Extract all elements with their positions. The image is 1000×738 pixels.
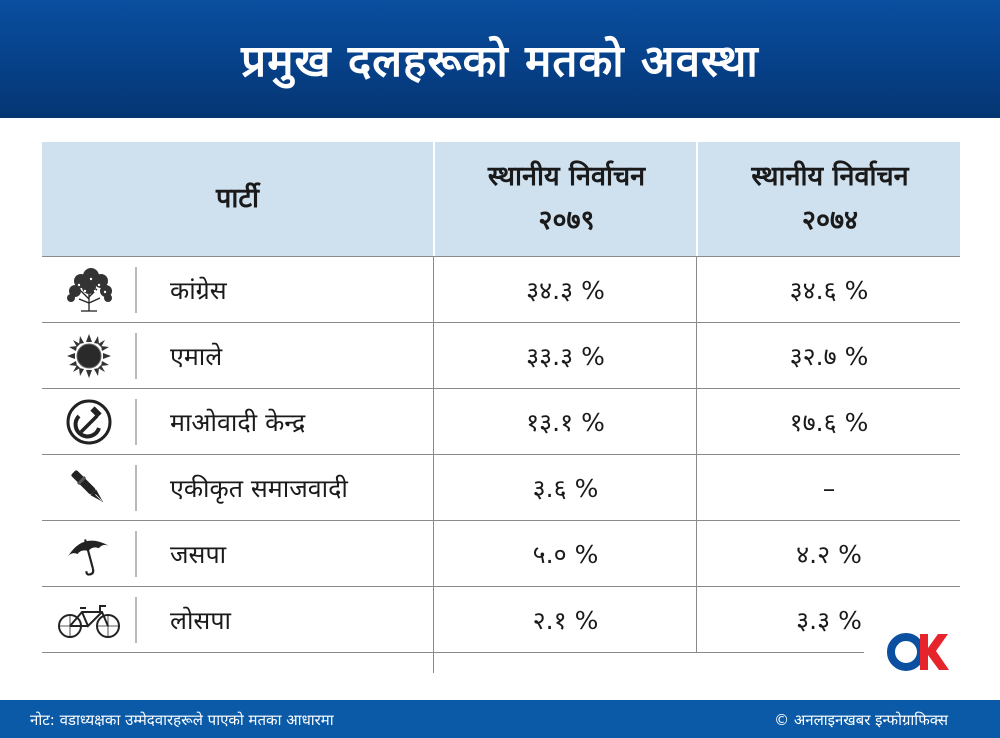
- value-2079: ५.० %: [433, 521, 697, 587]
- icon-divider: [135, 267, 137, 313]
- icon-divider: [135, 531, 137, 577]
- party-name: एकीकृत समाजवादी: [170, 474, 348, 503]
- icon-divider: [135, 333, 137, 379]
- icon-divider: [135, 465, 137, 511]
- footer-bar: नोट: वडाध्यक्षका उम्मेदवारहरूले पाएको मत…: [0, 700, 1000, 738]
- table-row: एमाले ३३.३ % ३२.७ %: [42, 322, 960, 389]
- table-row: एकीकृत समाजवादी ३.६ % –: [42, 454, 960, 521]
- umbrella-icon: [42, 521, 135, 587]
- value-2079: ३.६ %: [433, 455, 697, 521]
- party-name: एमाले: [170, 342, 223, 371]
- party-name: जसपा: [170, 540, 227, 569]
- footer-note: नोट: वडाध्यक्षका उम्मेदवारहरूले पाएको मत…: [30, 711, 334, 729]
- header-2079-line1: स्थानीय निर्वाचन: [487, 161, 646, 192]
- header-2074-year: २०७४: [801, 205, 859, 236]
- value-2074: ३२.७ %: [696, 323, 961, 389]
- value-2079: २.१ %: [433, 587, 697, 653]
- value-2074: ३.३ %: [696, 587, 961, 653]
- table-row: जसपा ५.० % ४.२ %: [42, 520, 960, 587]
- header-2074: स्थानीय निर्वाचन २०७४: [696, 142, 962, 256]
- table-row: लोसपा २.१ % ३.३ %: [42, 586, 960, 653]
- value-2074: ३४.६ %: [696, 257, 961, 323]
- empty-cell: [433, 653, 697, 673]
- value-2079: १३.१ %: [433, 389, 697, 455]
- value-2074: ४.२ %: [696, 521, 961, 587]
- title-banner: प्रमुख दलहरूको मतको अवस्था: [0, 0, 1000, 118]
- bicycle-icon: [42, 587, 135, 653]
- table-row: कांग्रेस ३४.३ % ३४.६ %: [42, 256, 960, 323]
- value-2074: १७.६ %: [696, 389, 961, 455]
- value-2079: ३४.३ %: [433, 257, 697, 323]
- table-row-partial: [42, 652, 960, 673]
- party-name: लोसपा: [170, 606, 232, 635]
- pen-icon: [42, 455, 135, 521]
- footer-credit: © अनलाइनखबर इन्फोग्राफिक्स: [774, 711, 948, 729]
- value-2079: ३३.३ %: [433, 323, 697, 389]
- table-header: पार्टी स्थानीय निर्वाचन २०७९ स्थानीय निर…: [42, 142, 960, 256]
- header-party-label: पार्टी: [216, 183, 259, 214]
- value-2074: –: [696, 455, 961, 521]
- hammer-sickle-icon: [42, 389, 135, 455]
- party-name: कांग्रेस: [170, 276, 227, 305]
- header-party: पार्टी: [42, 142, 433, 256]
- header-2074-line1: स्थानीय निर्वाचन: [751, 161, 909, 192]
- table-row: माओवादी केन्द्र १३.१ % १७.६ %: [42, 388, 960, 455]
- header-2079-year: २०७९: [538, 205, 595, 236]
- header-2079: स्थानीय निर्वाचन २०७९: [433, 142, 698, 256]
- icon-divider: [135, 399, 137, 445]
- party-name: माओवादी केन्द्र: [170, 408, 306, 437]
- onlinekhabar-logo: [864, 628, 960, 684]
- tree-icon: [42, 257, 135, 323]
- page-title: प्रमुख दलहरूको मतको अवस्था: [241, 36, 759, 87]
- icon-divider: [135, 597, 137, 643]
- sun-icon: [42, 323, 135, 389]
